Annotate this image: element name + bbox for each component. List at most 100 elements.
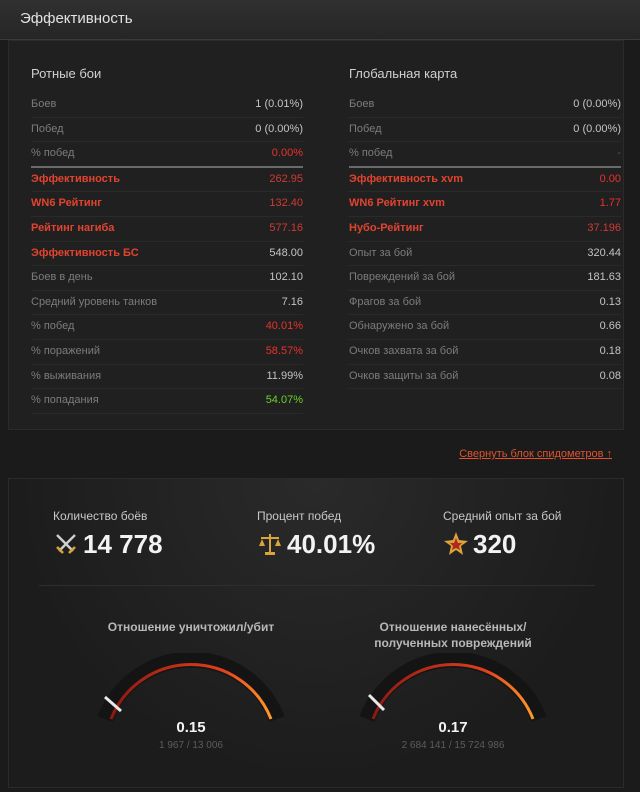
- stat-row: % побед 0.00%: [31, 142, 303, 168]
- stat-label: Боев: [349, 98, 375, 110]
- stat-value: 54.07%: [265, 394, 303, 407]
- stat-label: % побед: [31, 320, 75, 333]
- stat-value: 40.01%: [265, 320, 303, 333]
- scales-icon: [259, 534, 281, 555]
- stats-divider: [39, 585, 595, 586]
- stat-value: 1.77: [599, 197, 621, 210]
- stat-value: 181.63: [587, 271, 621, 284]
- damage-ratio-gauge-title: Отношение нанесённых/полученных поврежде…: [374, 620, 532, 650]
- company-battles-title: Ротные бои: [31, 66, 102, 81]
- stat-label: WN6 Рейтинг xvm: [349, 197, 445, 210]
- stat-label: Эффективность БС: [31, 246, 139, 259]
- company-battles-column: Ротные бои Боев 1 (0.01%) Побед 0 (0.00%) % …: [31, 63, 303, 414]
- kill-death-gauge-dial: [97, 653, 285, 722]
- kill-death-gauge: Отношение уничтожил/убит 0.15 1 967 / 13…: [91, 619, 291, 751]
- stat-value: 132.40: [269, 197, 303, 210]
- kill-death-gauge-sub: 1 967 / 13 006: [159, 740, 223, 751]
- stat-label: Средний уровень танков: [31, 295, 158, 308]
- stat-row: Нубо-Рейтинг 37.196: [349, 217, 621, 242]
- battles-count-value: 14 778: [83, 528, 163, 559]
- stat-label: % попадания: [31, 394, 99, 407]
- stat-label: Очков защиты за бой: [349, 369, 459, 382]
- stat-row: Опыт за бой 320.44: [349, 242, 621, 267]
- stat-value: 548.00: [269, 246, 303, 259]
- stat-value: 0.00%: [271, 147, 303, 160]
- stat-row: Эффективность БС 548.00: [31, 242, 303, 267]
- stat-value: 1 (0.01%): [255, 98, 303, 110]
- stat-label: Боев в день: [31, 271, 93, 284]
- stat-row: Рейтинг нагиба 577.16: [31, 217, 303, 242]
- stat-row: Очков защиты за бой 0.08: [349, 365, 621, 390]
- company-battles-list: Боев 1 (0.01%) Побед 0 (0.00%) % побед 0.00% Э…: [31, 93, 303, 414]
- stat-label: Нубо-Рейтинг: [349, 221, 424, 234]
- damage-ratio-gauge-needle: [367, 693, 386, 712]
- stat-row: Боев 1 (0.01%): [31, 93, 303, 118]
- stat-value: 0.18: [599, 344, 621, 357]
- stat-value: 0 (0.00%): [573, 122, 621, 135]
- stat-row: % выживания 11.99%: [31, 365, 303, 390]
- stat-value: 0 (0.00%): [255, 122, 303, 135]
- stat-row: Побед 0 (0.00%): [349, 118, 621, 143]
- kill-death-gauge-needle: [104, 695, 122, 713]
- stat-row: % поражений 58.57%: [31, 340, 303, 365]
- stats-panel: Ротные бои Боев 1 (0.01%) Побед 0 (0.00%) % …: [8, 40, 624, 430]
- stat-row: % побед 40.01%: [31, 315, 303, 340]
- stat-row: Боев в день 102.10: [31, 266, 303, 291]
- stat-value: -: [617, 147, 621, 160]
- collapse-speedometers-link[interactable]: Свернуть блок спидометров ↑: [459, 448, 612, 460]
- page-title: Эффективность: [20, 10, 133, 27]
- avg-exp-stat: Средний опыт за бой 320: [443, 509, 562, 561]
- stat-row: Эффективность xvm 0.00: [349, 168, 621, 193]
- stat-row: Побед 0 (0.00%): [31, 118, 303, 143]
- damage-ratio-gauge: Отношение нанесённых/полученных поврежде…: [353, 619, 553, 751]
- stat-row: Средний уровень танков 7.16: [31, 291, 303, 316]
- stat-value: 320.44: [587, 246, 621, 259]
- global-map-title: Глобальная карта: [349, 66, 458, 81]
- damage-ratio-gauge-value: 0.17: [438, 719, 468, 736]
- win-rate-label: Процент побед: [257, 509, 342, 523]
- stat-row: % попадания 54.07%: [31, 389, 303, 414]
- win-rate-stat: Процент побед 40.01%: [257, 509, 375, 561]
- stat-row: Повреждений за бой 181.63: [349, 266, 621, 291]
- stat-value: 262.95: [269, 172, 303, 185]
- stat-row: Эффективность 262.95: [31, 168, 303, 193]
- stat-label: % поражений: [31, 344, 100, 357]
- stat-label: % выживания: [31, 369, 102, 382]
- stat-label: Повреждений за бой: [349, 271, 456, 284]
- stat-value: 7.16: [281, 295, 303, 308]
- avg-exp-label: Средний опыт за бой: [443, 509, 562, 523]
- global-map-column: Глобальная карта Боев 0 (0.00%) Побед 0 (0.…: [349, 63, 621, 390]
- stat-row: WN6 Рейтинг xvm 1.77: [349, 192, 621, 217]
- stat-row: Боев 0 (0.00%): [349, 93, 621, 118]
- stat-row: Обнаружено за бой 0.66: [349, 315, 621, 340]
- stat-label: Боев: [31, 98, 57, 110]
- kill-death-gauge-title: Отношение уничтожил/убит: [107, 620, 275, 634]
- battles-count-label: Количество боёв: [53, 509, 148, 523]
- star-burst-icon: [444, 532, 468, 555]
- stat-label: % побед: [31, 147, 75, 160]
- stat-label: % побед: [349, 147, 393, 160]
- stat-label: WN6 Рейтинг: [31, 197, 102, 210]
- stat-label: Эффективность xvm: [349, 172, 464, 185]
- stat-label: Очков захвата за бой: [349, 344, 459, 357]
- page-header: Эффективность: [0, 0, 640, 40]
- avg-exp-value: 320: [473, 528, 517, 559]
- stat-label: Побед: [31, 122, 64, 135]
- stat-value: 0.00: [599, 172, 621, 185]
- stat-value: 37.196: [587, 221, 621, 234]
- battles-count-stat: Количество боёв 14 778: [53, 509, 163, 561]
- damage-ratio-gauge-dial: [359, 653, 547, 722]
- speedometer-panel: Количество боёв 14 778 Процент побед 40.…: [8, 478, 624, 788]
- damage-ratio-gauge-sub: 2 684 141 / 15 724 986: [401, 740, 505, 751]
- win-rate-value: 40.01%: [287, 528, 376, 559]
- stat-value: 102.10: [269, 271, 303, 284]
- stat-value: 0.08: [599, 369, 621, 382]
- stat-label: Фрагов за бой: [349, 295, 422, 308]
- stat-row: % побед -: [349, 142, 621, 168]
- stat-row: WN6 Рейтинг 132.40: [31, 192, 303, 217]
- stat-label: Рейтинг нагиба: [31, 221, 115, 234]
- stat-row: Фрагов за бой 0.13: [349, 291, 621, 316]
- crossed-swords-icon: [56, 534, 76, 554]
- stat-value: 0.13: [599, 295, 621, 308]
- stat-value: 11.99%: [266, 369, 304, 382]
